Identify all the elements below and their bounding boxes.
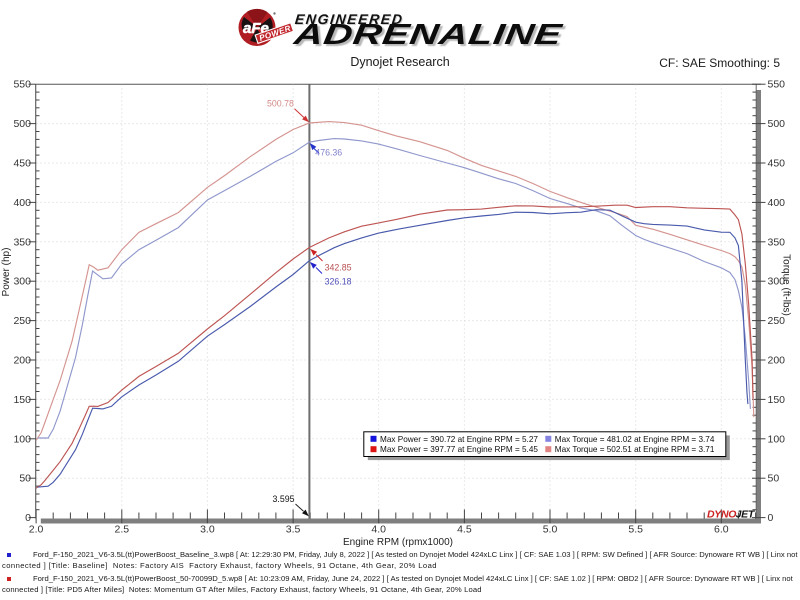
svg-text:Max Power = 390.72 at Engine R: Max Power = 390.72 at Engine RPM = 5.27	[380, 435, 538, 444]
svg-text:450: 450	[768, 158, 786, 170]
svg-text:550: 550	[768, 79, 786, 91]
svg-text:50: 50	[19, 473, 31, 485]
svg-text:50: 50	[768, 473, 780, 485]
svg-text:2.0: 2.0	[29, 524, 44, 536]
svg-text:0: 0	[25, 512, 31, 524]
svg-text:250: 250	[13, 315, 31, 327]
svg-text:500: 500	[13, 118, 31, 130]
svg-text:300: 300	[768, 276, 786, 288]
svg-text:4.5: 4.5	[457, 524, 472, 536]
svg-text:250: 250	[768, 315, 786, 327]
svg-text:Torque (ft-lbs): Torque (ft-lbs)	[781, 254, 792, 316]
svg-text:500: 500	[768, 118, 786, 130]
svg-text:100: 100	[768, 433, 786, 445]
svg-text:Engine RPM (rpmx1000): Engine RPM (rpmx1000)	[343, 537, 453, 548]
svg-text:200: 200	[768, 355, 786, 367]
svg-text:Power (hp): Power (hp)	[1, 248, 12, 297]
svg-text:400: 400	[13, 197, 31, 209]
svg-text:0: 0	[768, 512, 774, 524]
svg-text:100: 100	[13, 433, 31, 445]
svg-text:300: 300	[13, 276, 31, 288]
svg-text:5.5: 5.5	[628, 524, 643, 536]
svg-text:350: 350	[13, 236, 31, 248]
svg-text:3.0: 3.0	[200, 524, 215, 536]
svg-text:350: 350	[768, 236, 786, 248]
svg-text:450: 450	[13, 158, 31, 170]
svg-text:6.0: 6.0	[714, 524, 729, 536]
svg-text:Max Torque = 502.51 at Engine: Max Torque = 502.51 at Engine RPM = 3.71	[555, 445, 715, 454]
svg-text:476.36: 476.36	[315, 148, 342, 158]
svg-text:342.85: 342.85	[325, 263, 352, 273]
svg-text:326.18: 326.18	[325, 277, 352, 287]
svg-text:Max Torque = 481.02 at Engine: Max Torque = 481.02 at Engine RPM = 3.74	[555, 435, 715, 444]
svg-text:5.0: 5.0	[543, 524, 558, 536]
svg-text:500.78: 500.78	[267, 99, 294, 109]
svg-text:3.595: 3.595	[273, 494, 295, 504]
svg-text:2.5: 2.5	[114, 524, 129, 536]
svg-text:400: 400	[768, 197, 786, 209]
svg-text:550: 550	[13, 79, 31, 91]
svg-text:3.5: 3.5	[286, 524, 301, 536]
svg-text:150: 150	[768, 394, 786, 406]
svg-text:150: 150	[13, 394, 31, 406]
svg-text:Max Power = 397.77 at Engine R: Max Power = 397.77 at Engine RPM = 5.45	[380, 445, 538, 454]
svg-text:4.0: 4.0	[371, 524, 386, 536]
svg-text:DYNOJET: DYNOJET	[707, 509, 756, 521]
svg-text:200: 200	[13, 355, 31, 367]
